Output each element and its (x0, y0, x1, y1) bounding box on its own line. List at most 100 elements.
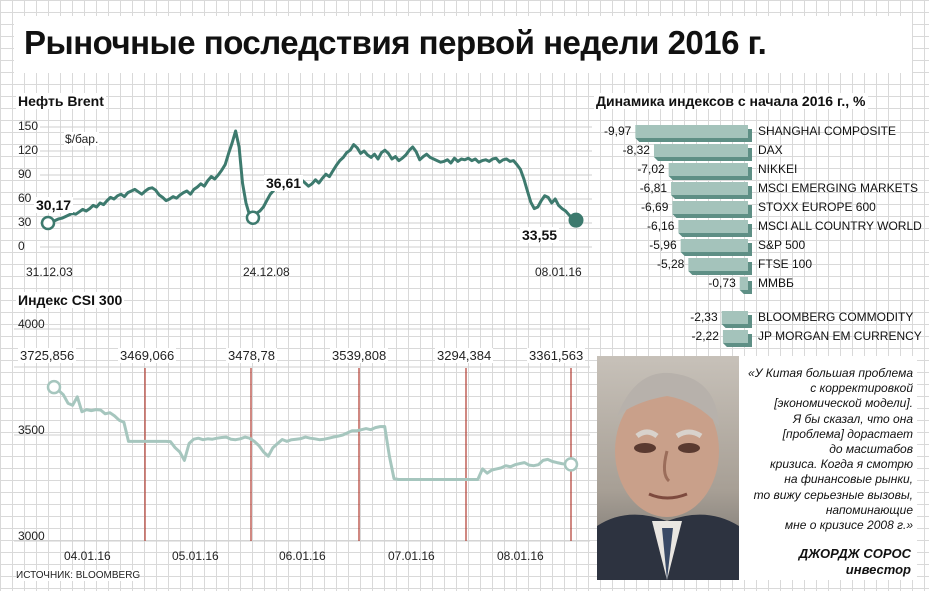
index-bar-side (748, 205, 752, 218)
index-name: FTSE 100 (758, 257, 813, 271)
index-value: -8,32 (622, 143, 650, 157)
index-value: -9,97 (603, 124, 632, 138)
index-bar-shadow (635, 138, 752, 142)
index-value: -5,96 (649, 238, 677, 252)
bar-chart-title: Динамика индексов с начала 2016 г., % (594, 93, 868, 109)
brent-x-tick: 24.12.08 (243, 265, 290, 279)
csi-x-tick: 05.01.16 (172, 549, 219, 563)
index-value: -2,33 (690, 310, 718, 324)
csi-chart-title: Индекс CSI 300 (16, 292, 125, 308)
index-bar (678, 220, 748, 233)
index-bar-shadow (672, 214, 752, 218)
csi-y-tick: 4000 (18, 317, 45, 331)
index-bar-side (748, 167, 752, 180)
brent-y-tick: 0 (18, 239, 25, 253)
csi-x-tick: 07.01.16 (388, 549, 435, 563)
index-value: -7,02 (637, 162, 665, 176)
csi-end-marker (563, 457, 579, 472)
csi-start-marker (46, 379, 62, 395)
index-bar-side (748, 315, 752, 328)
brent-start-marker (40, 215, 56, 231)
brent-y-tick: 150 (18, 119, 39, 133)
csi-day-value: 3725,856 (18, 348, 77, 363)
brent-y-tick: 90 (18, 167, 32, 181)
source-note: ИСТОЧНИК: BLOOMBERG (16, 570, 141, 581)
index-name: BLOOMBERG COMMODITY (758, 310, 914, 324)
index-bar (722, 330, 748, 343)
quote-box (739, 356, 917, 580)
brent-x-tick: 31.12.03 (26, 265, 73, 279)
portrait-illustration (597, 372, 739, 580)
index-bar-shadow (721, 324, 752, 328)
index-bar (739, 277, 748, 290)
index-bar (680, 239, 748, 252)
index-bar-side (748, 243, 752, 256)
title-box (14, 16, 912, 73)
index-bar-shadow (680, 252, 752, 256)
brent-y-tick: 30 (18, 215, 32, 229)
index-name: MSCI ALL COUNTRY WORLD (758, 219, 922, 233)
index-bar-shadow (722, 343, 752, 347)
index-name: NIKKEI (758, 162, 798, 176)
brent-start-value: 30,17 (34, 197, 74, 213)
index-name: SHANGHAI COMPOSITE (758, 124, 897, 138)
csi-day-value: 3361,563 (527, 348, 586, 363)
csi-x-tick: 08.01.16 (497, 549, 544, 563)
index-value: -6,81 (639, 181, 668, 195)
csi-y-tick: 3000 (18, 529, 45, 543)
brent-2008-low-value: 36,61 (264, 175, 304, 191)
csi-day-value: 3539,808 (330, 348, 389, 363)
investor-photo (597, 356, 739, 580)
index-bar-side (748, 129, 752, 142)
csi-x-tick: 06.01.16 (279, 549, 326, 563)
brent-x-tick: 08.01.16 (535, 265, 582, 279)
index-bar-side (748, 186, 752, 199)
index-value: -2,22 (691, 329, 719, 343)
index-name: ММВБ (758, 276, 794, 290)
index-name: STOXX EUROPE 600 (758, 200, 876, 214)
index-name: DAX (758, 143, 783, 157)
csi-day-value: 3469,066 (118, 348, 177, 363)
index-value: -0,73 (708, 276, 736, 290)
index-name: MSCI EMERGING MARKETS (758, 181, 919, 195)
index-bar (653, 144, 748, 157)
index-value: -5,28 (656, 257, 685, 271)
index-bar (721, 311, 748, 324)
index-bar-shadow (688, 271, 752, 275)
quote-text: «У Китая большая проблема с корректировк… (748, 366, 913, 533)
csi-y-tick: 3500 (18, 423, 45, 437)
brent-end-marker (568, 212, 584, 228)
index-value: -6,69 (641, 200, 669, 214)
index-value: -6,16 (647, 219, 675, 233)
brent-end-value: 33,55 (520, 227, 560, 243)
index-bar (635, 125, 748, 138)
brent-chart-title: Нефть Brent (16, 93, 106, 109)
index-bar-side (748, 224, 752, 237)
page-title: Рыночные последствия первой недели 2016 … (24, 24, 767, 61)
index-bar (688, 258, 748, 271)
index-bar (672, 201, 748, 214)
index-bar-shadow (671, 195, 752, 199)
index-bar-shadow (668, 176, 752, 180)
index-bar-shadow (653, 157, 752, 161)
index-bar (671, 182, 748, 195)
index-bar-side (748, 148, 752, 161)
brent-2008-low-marker (245, 210, 261, 225)
index-bar-side (748, 334, 752, 347)
brent-unit-label: $/бар. (64, 132, 100, 146)
index-bar (668, 163, 748, 176)
csi-x-tick: 04.01.16 (64, 549, 111, 563)
index-name: JP MORGAN EM CURRENCY (758, 329, 922, 343)
quote-author-role: инвестор (845, 562, 911, 577)
quote-author: ДЖОРДЖ СОРОС (798, 546, 911, 561)
index-bar-side (748, 281, 752, 294)
brent-series-line (47, 129, 577, 225)
csi-day-value: 3478,78 (226, 348, 277, 363)
brent-y-tick: 60 (18, 191, 32, 205)
index-bar-shadow (678, 233, 752, 237)
csi-day-value: 3294,384 (435, 348, 494, 363)
csi-series-line (53, 385, 571, 481)
index-name: S&P 500 (758, 238, 806, 252)
brent-y-tick: 120 (18, 143, 39, 157)
